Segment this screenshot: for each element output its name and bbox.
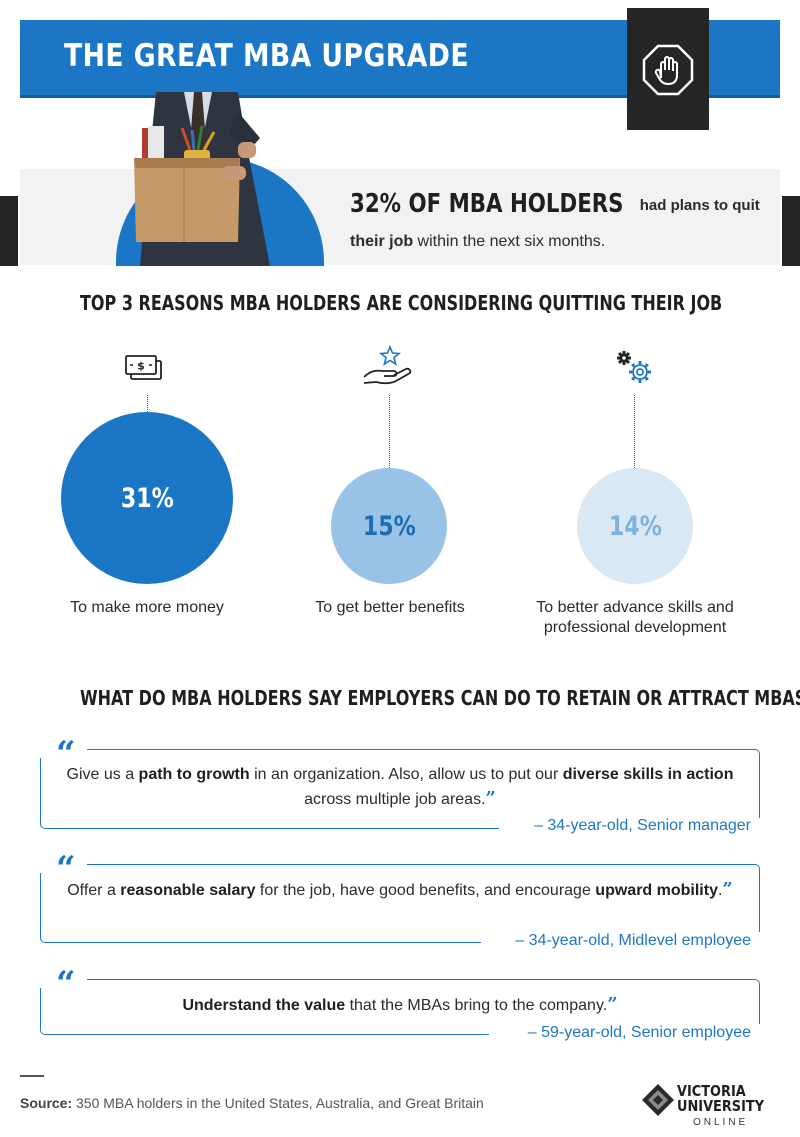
open-quote-icon: “ xyxy=(56,964,76,1004)
reason-1-connector xyxy=(147,395,148,412)
intro-stat-text: 32% OF MBA HOLDERS had plans to quit the… xyxy=(350,186,770,260)
source-note: Source: 350 MBA holders in the United St… xyxy=(20,1095,484,1111)
reason-2-circle: 15% xyxy=(331,468,447,584)
intro-illustration-clip xyxy=(0,0,800,266)
reason-3-label-line-2: professional development xyxy=(543,619,727,636)
left-edge-tab xyxy=(0,196,18,266)
quote-3-text: Understand the value that the MBAs bring… xyxy=(182,994,618,1015)
reason-2-label: To get better benefits xyxy=(315,599,465,616)
source-text: 350 MBA holders in the United States, Au… xyxy=(72,1095,484,1111)
reason-3-connector xyxy=(634,395,635,468)
quote-3-attribution: – 59-year-old, Senior employee xyxy=(527,1024,751,1041)
reason-3-label-line-1: To better advance skills and xyxy=(536,599,734,616)
quote-card-3 xyxy=(39,972,761,1044)
businessman-with-box-illustration xyxy=(134,92,270,266)
quotes-section-title: WHAT DO MBA HOLDERS SAY EMPLOYERS CAN DO… xyxy=(80,686,800,710)
quote-1-attribution: – 34-year-old, Senior manager xyxy=(533,817,751,834)
reason-1-percent: 31% xyxy=(120,482,174,514)
quote-card-1 xyxy=(39,742,761,838)
gears-icon xyxy=(617,351,651,383)
close-quote-icon: ” xyxy=(722,879,733,900)
logo-line-3: ONLINE xyxy=(693,1117,749,1128)
footer-rule xyxy=(20,1075,44,1077)
quote-2-text: Offer a reasonable salary for the job, h… xyxy=(67,879,733,900)
hand-stop-icon xyxy=(642,44,694,96)
victoria-university-logo[interactable]: VICTORIA UNIVERSITY ONLINE xyxy=(641,1081,781,1131)
reason-1-circle: 31% xyxy=(61,412,233,584)
stat-highlight: 32% OF MBA HOLDERS xyxy=(350,189,624,219)
header-ribbon xyxy=(627,8,709,130)
reason-3-label: To better advance skills and professiona… xyxy=(505,598,765,638)
source-label: Source: xyxy=(20,1095,73,1111)
reason-2-percent: 15% xyxy=(362,510,416,542)
close-quote-icon: ” xyxy=(607,994,618,1015)
reason-3-circle: 14% xyxy=(577,468,693,584)
close-quote-icon: ” xyxy=(485,788,496,809)
open-quote-icon: “ xyxy=(56,734,76,774)
hand-star-icon xyxy=(363,345,412,385)
open-quote-icon: “ xyxy=(56,849,76,889)
quote-1-text: Give us a path to growth in an organizat… xyxy=(66,766,734,809)
stat-text-part-2: within the next six months. xyxy=(413,233,606,250)
money-bills-icon: $ xyxy=(125,355,162,380)
reason-1-label: To make more money xyxy=(70,599,224,616)
quote-2-attribution: – 34-year-old, Midlevel employee xyxy=(515,932,751,949)
right-edge-tab xyxy=(782,196,800,266)
reasons-section-title: TOP 3 REASONS MBA HOLDERS ARE CONSIDERIN… xyxy=(80,291,723,315)
logo-line-1: VICTORIA xyxy=(677,1082,746,1100)
svg-text:$: $ xyxy=(137,360,145,373)
reason-2-connector xyxy=(389,395,390,468)
stat-bold-text: their job xyxy=(350,233,414,250)
page-title: THE GREAT MBA UPGRADE xyxy=(64,38,470,74)
quote-card-2 xyxy=(39,857,761,952)
university-logo-icon xyxy=(642,1084,674,1116)
reason-3-percent: 14% xyxy=(608,510,662,542)
stat-text-part-1: had plans to quit xyxy=(635,197,760,214)
logo-line-2: UNIVERSITY xyxy=(677,1097,765,1115)
